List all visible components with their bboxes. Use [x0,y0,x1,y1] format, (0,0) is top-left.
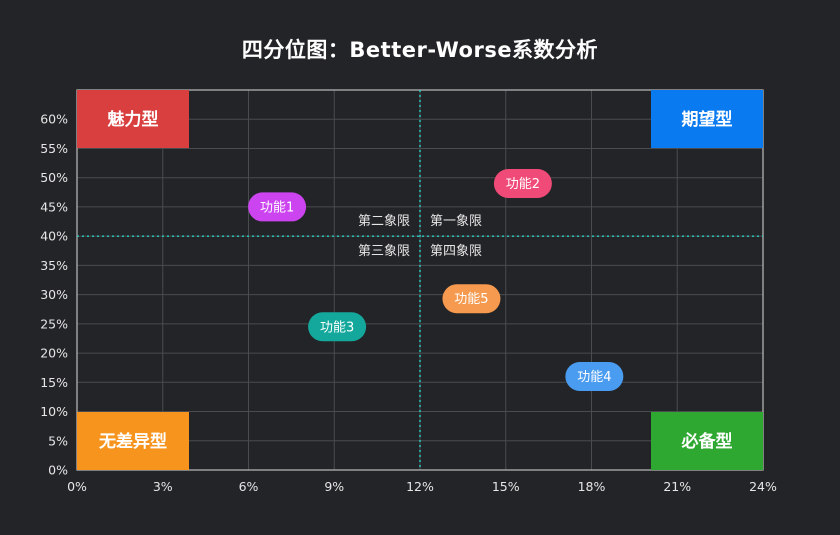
y-tick-label: 40% [40,229,68,244]
corner-label-top-right: 期望型 [682,109,733,130]
y-tick-label: 20% [40,346,68,361]
x-tick-label: 18% [578,479,606,494]
data-point-3 [308,312,367,342]
x-tick-label: 15% [492,479,520,494]
data-point-label: 功能1 [260,200,294,215]
y-tick-label: 55% [40,141,68,156]
quadrant-label-3: 第三象限 [358,244,410,259]
data-point-5 [442,284,501,314]
corner-box-bottom-right [651,412,763,470]
data-point-label: 功能3 [320,320,354,335]
corner-label-bottom-left: 无差异型 [98,431,167,452]
y-tick-label: 35% [40,258,68,273]
data-point-label: 功能2 [506,177,540,192]
data-point-4 [565,361,624,391]
x-tick-label: 6% [239,479,259,494]
quadrant-label-4: 第四象限 [430,244,482,259]
y-tick-label: 5% [48,433,68,448]
corner-label-bottom-right: 必备型 [681,431,733,452]
y-tick-label: 45% [40,199,68,214]
data-point-label: 功能4 [577,370,611,385]
data-point-1 [248,192,307,222]
x-tick-label: 12% [406,479,434,494]
x-tick-label: 21% [663,479,691,494]
chart-title: 四分位图：Better-Worse系数分析 [241,38,599,62]
y-tick-label: 15% [40,375,68,390]
corner-label-top-left: 魅力型 [108,109,159,130]
data-point-2 [493,169,552,199]
x-tick-label: 9% [324,479,344,494]
y-tick-label: 0% [48,463,68,478]
y-tick-label: 10% [40,404,68,419]
x-tick-label: 0% [67,479,87,494]
corner-box-bottom-left [77,412,189,470]
corner-box-top-right [651,90,763,148]
quadrant-label-1: 第一象限 [430,214,482,229]
y-tick-label: 50% [40,170,68,185]
quadrant-label-2: 第二象限 [358,214,410,229]
corner-box-top-left [77,90,189,148]
y-tick-label: 25% [40,316,68,331]
x-tick-label: 24% [749,479,777,494]
data-point-label: 功能5 [454,292,488,307]
y-tick-label: 30% [40,287,68,302]
y-tick-label: 60% [40,112,68,127]
x-tick-label: 3% [153,479,173,494]
